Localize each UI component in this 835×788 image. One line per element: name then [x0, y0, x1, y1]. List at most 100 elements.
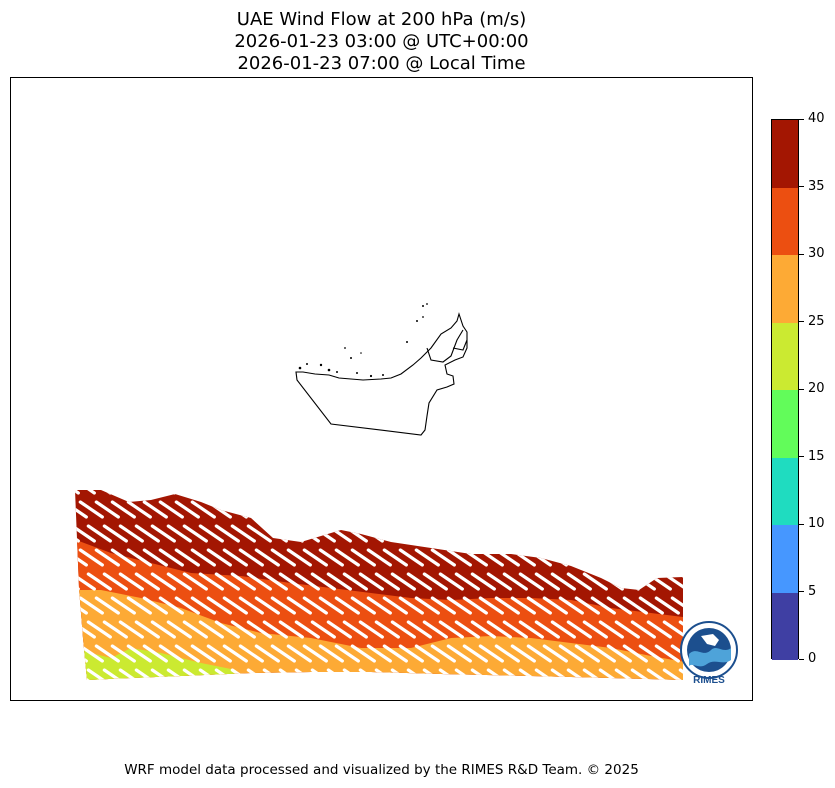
wind-streak: [704, 598, 726, 613]
wind-streak: [134, 572, 160, 591]
wind-streak: [342, 620, 368, 639]
colorbar-tick: [799, 388, 804, 390]
wind-streak: [270, 548, 296, 567]
wind-streak: [382, 548, 408, 567]
wind-streak: [526, 500, 552, 519]
wind-streak: [566, 620, 592, 639]
wind-streak: [678, 524, 683, 543]
wind-speed-field: [75, 478, 752, 700]
wind-streak: [670, 500, 683, 519]
wind-streak: [366, 644, 392, 663]
wind-streak: [278, 490, 304, 495]
colorbar-tick-label: 5: [808, 583, 817, 599]
wind-streak: [350, 644, 376, 663]
wind-streak: [118, 620, 144, 639]
wind-streak: [118, 668, 144, 680]
wind-streak: [534, 572, 560, 591]
wind-streak: [566, 572, 592, 591]
wind-streak: [198, 572, 224, 591]
wind-streak: [464, 694, 486, 700]
wind-streak: [622, 548, 648, 567]
wind-streak: [430, 644, 456, 663]
wind-streak: [128, 694, 150, 700]
wind-streak: [438, 572, 464, 591]
colorbar: [771, 119, 799, 660]
wind-streak: [462, 596, 488, 615]
wind-streak: [270, 596, 296, 615]
wind-streak: [736, 694, 752, 700]
wind-streak: [390, 572, 416, 591]
wind-streak: [166, 490, 192, 495]
wind-streak: [406, 524, 432, 543]
wind-streak: [182, 620, 208, 639]
colorbar-tick-label: 15: [808, 448, 825, 464]
wind-streak: [542, 500, 568, 519]
wind-streak: [598, 490, 624, 495]
wind-streak: [182, 490, 208, 495]
colorbar-tick-label: 10: [808, 516, 825, 531]
wind-streak: [526, 596, 552, 615]
wind-streak: [510, 500, 536, 519]
wind-streak: [720, 502, 742, 517]
wind-streak: [544, 694, 566, 700]
wind-streak: [576, 694, 598, 700]
wind-streak: [238, 500, 264, 519]
wind-streak: [142, 500, 168, 519]
wind-streak: [246, 524, 272, 543]
wind-streak: [638, 548, 664, 567]
colorbar-tick-label: 30: [808, 246, 825, 261]
wind-streak: [342, 490, 368, 495]
wind-streak: [214, 524, 240, 543]
wind-streak: [382, 500, 408, 519]
wind-streak: [374, 490, 400, 495]
wind-streak: [662, 490, 683, 495]
wind-streak: [126, 596, 152, 615]
wind-streak: [214, 572, 240, 591]
uae-boundary: [295, 312, 468, 436]
wind-streak: [75, 572, 80, 591]
wind-streak: [150, 620, 176, 639]
wind-streak: [174, 644, 200, 663]
wind-streak: [198, 620, 224, 639]
wind-streak: [550, 524, 576, 543]
colorbar-bin: [772, 255, 798, 323]
wind-streak: [294, 668, 320, 680]
wind-streak: [622, 500, 648, 519]
wind-streak: [222, 548, 248, 567]
wind-streak: [662, 524, 683, 543]
wind-streak: [416, 694, 438, 700]
wind-streak: [696, 574, 718, 589]
wind-streak: [75, 644, 88, 663]
wind-streak: [422, 620, 448, 639]
wind-streak: [262, 620, 288, 639]
wind-streak: [502, 490, 528, 495]
wind-streak: [744, 478, 752, 493]
uae-islands: [298, 303, 428, 378]
wind-streak: [134, 490, 160, 495]
wind-streak: [558, 596, 584, 615]
wind-streak: [736, 550, 752, 565]
wind-streak: [446, 500, 472, 519]
wind-streak: [182, 572, 208, 591]
wind-streak: [126, 548, 152, 567]
wind-streak: [414, 644, 440, 663]
wind-streak: [582, 572, 608, 591]
wind-streak: [240, 694, 262, 700]
wind-streak: [406, 620, 432, 639]
wind-streak: [486, 524, 512, 543]
wind-streak: [558, 500, 584, 519]
wind-streak: [374, 620, 400, 639]
wind-streak: [358, 668, 384, 680]
colorbar-bin: [772, 525, 798, 593]
wind-streak: [230, 490, 256, 495]
wind-streak: [688, 550, 710, 565]
wind-streak: [630, 668, 656, 680]
wind-streak: [318, 644, 344, 663]
wind-streak: [728, 574, 750, 589]
wind-streak: [102, 490, 128, 495]
wind-streak: [118, 490, 144, 495]
wind-streak: [198, 490, 224, 495]
wind-streak: [614, 572, 640, 591]
wind-streak: [510, 596, 536, 615]
wind-streak: [166, 572, 192, 591]
